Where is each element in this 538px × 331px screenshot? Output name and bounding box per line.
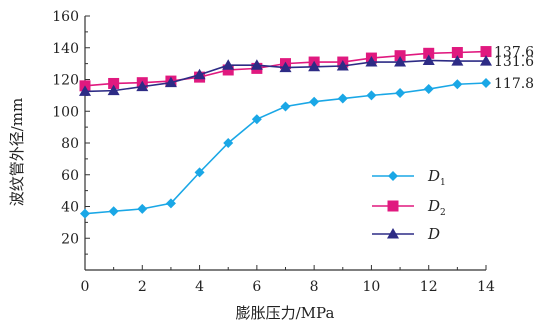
legend-entry-3: D: [372, 225, 440, 243]
data-point: [164, 76, 177, 88]
data-point: [423, 84, 434, 95]
end-value-label: 117.8: [494, 76, 534, 92]
y-tick-label: 160: [52, 9, 79, 25]
legend-entry-1: D1: [372, 167, 446, 188]
series-layer: [79, 46, 492, 219]
data-point: [194, 167, 205, 178]
y-tick-label: 120: [52, 73, 79, 89]
data-point: [223, 138, 234, 148]
legend-label: D1: [427, 167, 446, 188]
legend-label: D2: [427, 197, 446, 218]
x-axis-title: 膨胀压力/MPa: [236, 304, 335, 322]
end-value-label: 137.6: [494, 45, 534, 61]
data-point: [395, 87, 406, 98]
legend-label: D: [427, 225, 440, 243]
data-point: [452, 79, 463, 90]
y-tick-label: 100: [52, 104, 79, 120]
data-point: [337, 93, 348, 104]
y-tick-label: 20: [61, 231, 79, 247]
legend-label-main: D: [427, 167, 440, 185]
y-tick-label: 40: [61, 200, 79, 216]
x-tick-label: 0: [81, 279, 90, 295]
y-tick-label: 80: [61, 136, 79, 152]
data-point: [480, 55, 492, 66]
x-tick-label: 6: [252, 279, 261, 295]
data-point: [251, 114, 262, 125]
legend-label-main: D: [427, 197, 440, 215]
x-tick-label: 4: [195, 279, 204, 295]
legend-label-subscript: 2: [440, 208, 446, 218]
data-point: [79, 85, 91, 96]
x-tick-label: 12: [420, 279, 438, 295]
data-point: [80, 208, 90, 219]
x-tick-label: 14: [477, 279, 495, 295]
legend-marker: [387, 200, 399, 212]
y-axis-title: 波纹管外径/mm: [8, 98, 26, 207]
legend-marker: [387, 228, 399, 239]
data-point: [136, 80, 149, 92]
data-point: [165, 198, 176, 209]
data-point: [250, 59, 263, 70]
data-point: [279, 61, 292, 73]
data-point: [365, 56, 378, 67]
y-tick-label: 60: [61, 168, 79, 184]
data-point: [280, 101, 291, 112]
x-tick-label: 2: [138, 279, 147, 295]
series-3: [79, 54, 492, 96]
data-point: [309, 96, 320, 107]
data-point: [222, 59, 235, 70]
data-point: [422, 54, 435, 65]
data-point: [137, 203, 148, 214]
data-point: [451, 47, 463, 59]
series-1: [80, 77, 491, 219]
data-point: [423, 47, 435, 59]
x-tick-label: 10: [363, 279, 381, 295]
data-point: [480, 46, 492, 58]
data-point: [193, 68, 206, 80]
data-point: [394, 50, 406, 62]
legend-marker: [388, 171, 398, 181]
data-point: [222, 64, 234, 76]
y-tick-label: 140: [52, 41, 79, 57]
data-point: [108, 206, 119, 217]
data-point: [451, 55, 464, 66]
data-point: [394, 56, 407, 67]
legend-entry-2: D2: [372, 197, 446, 218]
data-point: [308, 60, 321, 72]
data-point: [366, 90, 377, 101]
x-tick-label: 8: [310, 279, 319, 295]
end-value-label: 131.6: [494, 54, 534, 70]
data-point: [108, 77, 120, 89]
data-point: [336, 60, 349, 71]
data-point: [481, 77, 491, 88]
legend-label-subscript: 1: [440, 178, 446, 188]
data-point: [107, 84, 120, 96]
legend-label-main: D: [427, 225, 440, 243]
